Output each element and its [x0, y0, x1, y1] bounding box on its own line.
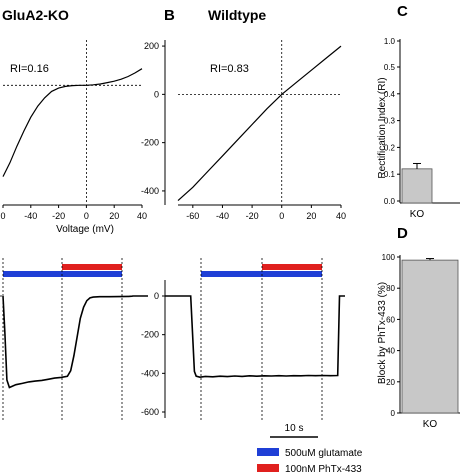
panel-d-ylabel: Block by PhTx-433 (%)	[377, 282, 388, 384]
legend-glutamate-swatch	[257, 448, 279, 456]
panel-bb-y-tick-label: -200	[141, 330, 159, 340]
panel-b-x-tick-label: -60	[186, 211, 199, 221]
legend-phtx-swatch	[257, 464, 279, 472]
panel-b-phtx-bar	[262, 264, 322, 270]
panel-c-y-tick-label: 0.5	[384, 63, 396, 72]
panel-b-x-tick-label: 0	[279, 211, 284, 221]
panel-a-x-tick-label: 0	[84, 211, 89, 221]
panel-b-y-tick-label: 200	[144, 41, 159, 51]
panel-b-y-tick-label: 0	[154, 89, 159, 99]
panel-b-current-trace	[165, 295, 345, 379]
panel-b-ri-annotation: RI=0.83	[210, 63, 249, 75]
panel-d-y-tick-label: 0	[391, 409, 396, 418]
panel-d-bar-ko	[401, 259, 459, 414]
panel-a-glutamate-bar	[3, 271, 122, 277]
panel-a-current-trace	[2, 295, 148, 389]
panel-a-phtx-bar	[62, 264, 122, 270]
time-scalebar-label: 10 s	[285, 423, 304, 434]
panel-c-bar-ko	[401, 168, 433, 204]
panel-c-y-tick-label: 0.0	[384, 197, 396, 206]
panel-b-x-tick-label: -40	[216, 211, 229, 221]
panel-c-y-tick-label: 0.3	[384, 117, 396, 126]
panel-a-iv-trace	[2, 68, 143, 177]
panel-d-y-tick-label: 80	[386, 284, 395, 293]
panel-b-x-tick-label: 40	[336, 211, 346, 221]
panel-c-y-tick-label: 0.2	[384, 143, 396, 152]
panel-a-xlabel: Voltage (mV)	[56, 224, 114, 235]
panel-d-y-tick-label: 100	[382, 253, 396, 262]
panel-b-y-tick-label: -400	[141, 186, 159, 196]
legend-phtx-label: 100nM PhTx-433	[285, 464, 362, 474]
panel-b-x-tick-label: -20	[246, 211, 259, 221]
panel-a-ri-annotation: RI=0.16	[10, 63, 49, 75]
panel-bb-y-tick-label: -400	[141, 368, 159, 378]
panel-bb-y-tick-label: -600	[141, 407, 159, 417]
panel-b-x-tick-label: 20	[306, 211, 316, 221]
panel-bb-y-tick-label: 0	[154, 291, 159, 301]
panel-b-letter: B	[164, 7, 175, 24]
chart-layer: 0 -40 -20 0 20 40 -60 -40 -20 0 20 402000-200-4000-…	[0, 37, 460, 430]
panel-b-iv-trace	[177, 45, 342, 202]
panel-c-y-tick-label: 1.0	[384, 37, 396, 46]
panel-d-category-label: KO	[423, 419, 438, 430]
panel-d-y-tick-label: 20	[386, 378, 395, 387]
panel-b-title: Wildtype	[208, 7, 266, 23]
panel-a-x-tick-label: 40	[137, 211, 147, 221]
panel-c-category-label: KO	[410, 209, 425, 220]
legend-glutamate-label: 500uM glutamate	[285, 448, 363, 459]
panel-c-y-tick-label: 0.1	[384, 170, 396, 179]
panel-c-ylabel: Rectification Index (RI)	[377, 77, 388, 178]
panel-a-x-tick-label: 0	[0, 211, 5, 221]
panel-a-x-tick-label: 20	[109, 211, 119, 221]
panel-a-x-tick-label: -20	[52, 211, 65, 221]
panel-b-y-tick-label: -200	[141, 138, 159, 148]
panel-d-letter: D	[397, 225, 408, 242]
panel-d-y-tick-label: 40	[386, 347, 395, 356]
panel-c-y-tick-label: 0.4	[384, 90, 396, 99]
panel-c-letter: C	[397, 3, 408, 20]
panel-d-y-tick-label: 60	[386, 315, 395, 324]
panel-a-x-tick-label: -40	[24, 211, 37, 221]
panel-a-title: GluA2-KO	[2, 7, 69, 23]
panel-b-glutamate-bar	[201, 271, 322, 277]
